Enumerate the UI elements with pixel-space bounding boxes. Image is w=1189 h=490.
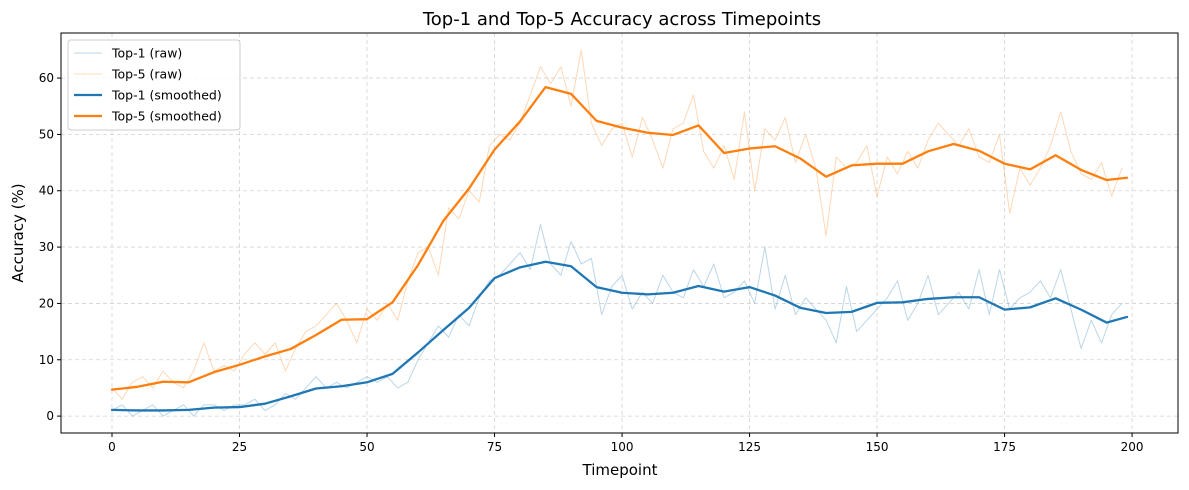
x-tick-label: 0 <box>108 440 116 454</box>
x-tick-label: 150 <box>866 440 889 454</box>
axis-ticks: 0 25 50 75 100 125 150 175 200 0 10 20 30 40 50 60 <box>39 71 1144 454</box>
series-group <box>110 49 1129 417</box>
legend-label: Top-5 (raw) <box>111 67 182 82</box>
plot-frame <box>60 32 1179 434</box>
x-axis-title: Timepoint <box>582 461 658 479</box>
x-tick-label: 50 <box>359 440 374 454</box>
x-tick-label: 25 <box>232 440 247 454</box>
chart-title: Top-1 and Top-5 Accuracy across Timepoin… <box>422 9 821 30</box>
legend-box <box>67 39 241 131</box>
legend-label: Top-1 (smoothed) <box>111 88 222 103</box>
y-tick-label: 60 <box>39 71 54 85</box>
x-tick-label: 100 <box>611 440 634 454</box>
x-tick-label: 75 <box>487 440 502 454</box>
y-tick-label: 50 <box>39 127 54 141</box>
y-axis-title: Accuracy (%) <box>9 183 27 282</box>
legend: Top-1 (raw) Top-5 (raw) Top-1 (smoothed) To… <box>67 39 241 131</box>
y-tick-label: 0 <box>46 409 54 423</box>
legend-label: Top-5 (smoothed) <box>111 109 222 124</box>
x-tick-label: 175 <box>993 440 1016 454</box>
x-tick-label: 125 <box>738 440 761 454</box>
y-tick-label: 40 <box>39 184 54 198</box>
series-line-top-5-smoothed <box>110 85 1129 391</box>
y-tick-label: 30 <box>39 240 54 254</box>
series-line-top-1-smoothed <box>110 260 1129 412</box>
y-tick-label: 10 <box>39 353 54 367</box>
y-tick-label: 20 <box>39 296 54 310</box>
legend-label: Top-1 (raw) <box>111 46 182 61</box>
x-tick-label: 200 <box>1121 440 1144 454</box>
